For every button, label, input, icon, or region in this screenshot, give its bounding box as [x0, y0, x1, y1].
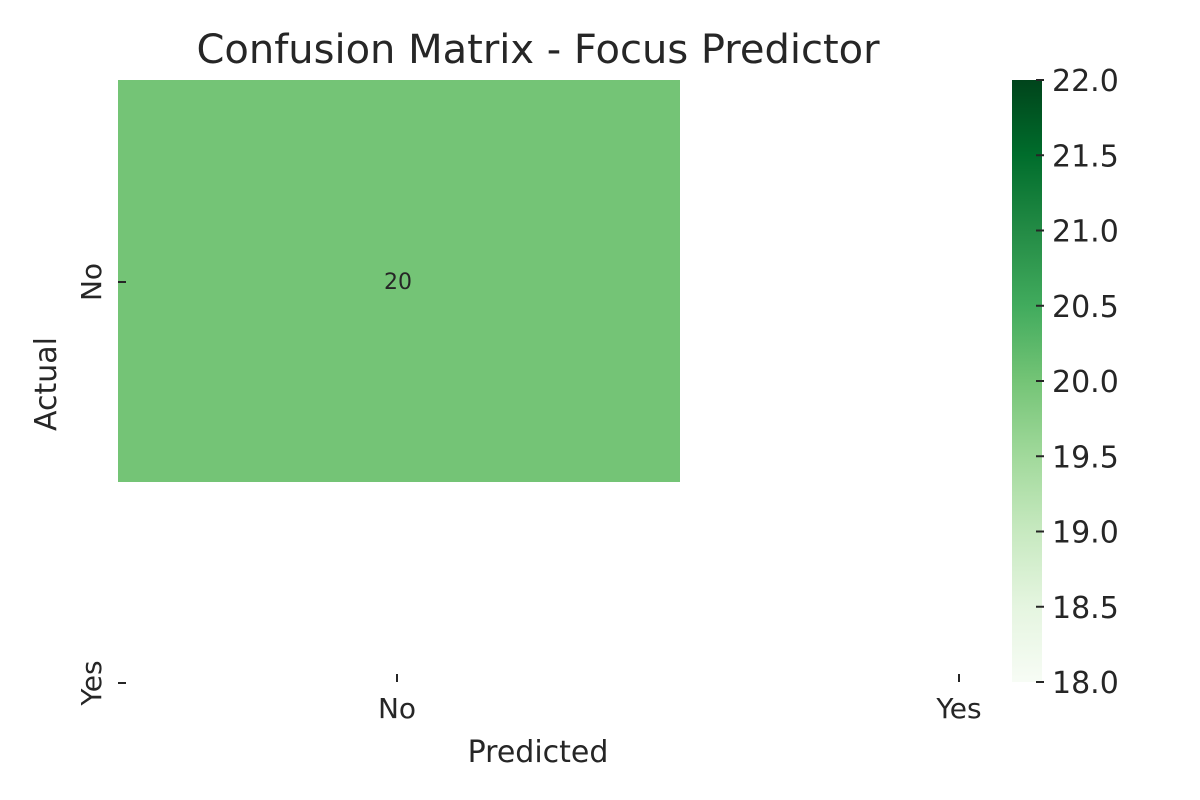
colorbar-tick-label: 18.0 — [1052, 666, 1119, 701]
colorbar-tick-label: 21.0 — [1052, 215, 1119, 250]
y-axis-label: Actual — [29, 337, 64, 431]
x-tick-label: No — [378, 692, 416, 725]
colorbar: 18.0 18.5 19.0 19.5 20.0 20.5 21.0 21.5 22.0 — [1012, 64, 1119, 701]
chart-title: Confusion Matrix - Focus Predictor — [196, 27, 880, 73]
y-tick-label: No — [75, 263, 108, 301]
colorbar-tick-label: 21.5 — [1052, 139, 1119, 174]
colorbar-tick-label: 22.0 — [1052, 64, 1119, 99]
colorbar-tick-label: 19.0 — [1052, 516, 1119, 551]
colorbar-tick-label: 20.0 — [1052, 365, 1119, 400]
colorbar-ticks: 18.0 18.5 19.0 19.5 20.0 20.5 21.0 21.5 22.0 — [1036, 64, 1119, 701]
heatmap-cell — [118, 80, 680, 482]
colorbar-tick-label: 19.5 — [1052, 440, 1119, 475]
heatmap-cells: 20 — [118, 80, 680, 482]
colorbar-tick-label: 20.5 — [1052, 290, 1119, 325]
cell-value-label: 20 — [384, 270, 412, 295]
x-tick-label: Yes — [935, 692, 981, 725]
y-axis-ticks: No Yes — [75, 263, 126, 707]
y-tick-label: Yes — [75, 660, 108, 706]
colorbar-tick-label: 18.5 — [1052, 591, 1119, 626]
x-axis-ticks: No Yes — [378, 674, 982, 725]
x-axis-label: Predicted — [468, 735, 609, 770]
